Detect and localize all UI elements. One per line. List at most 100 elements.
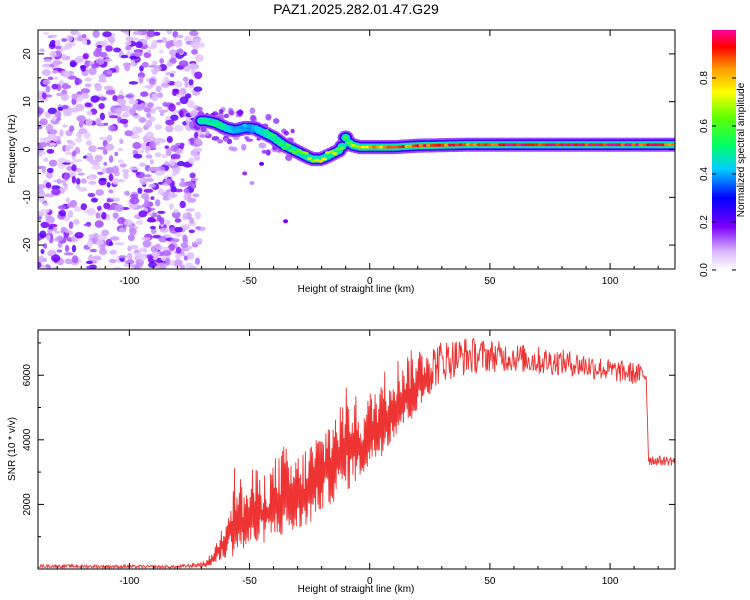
noise-blob	[38, 261, 42, 269]
colorbar-gradient	[712, 30, 736, 270]
noise-blob	[66, 35, 73, 42]
noise-blob	[50, 185, 61, 190]
noise-blob	[109, 249, 117, 255]
noise-blob	[171, 70, 177, 75]
noise-blob	[175, 246, 182, 254]
noise-blob	[76, 178, 81, 185]
ridge-halo	[199, 134, 207, 138]
noise-blob	[123, 190, 130, 196]
noise-blob	[86, 110, 93, 116]
spectrogram-xtick-label: 50	[484, 276, 496, 287]
noise-blob	[158, 109, 169, 113]
noise-blob	[88, 145, 97, 153]
noise-blob	[138, 210, 148, 218]
noise-blob	[157, 92, 164, 98]
noise-blob	[151, 251, 160, 257]
noise-blob	[182, 76, 189, 82]
noise-blob	[43, 202, 49, 207]
noise-blob	[112, 95, 118, 102]
spectrogram-ytick-label: 10	[22, 96, 33, 108]
noise-blob	[117, 147, 124, 152]
noise-blob	[80, 203, 88, 211]
noise-blob	[67, 146, 74, 149]
snr-ytick-label: 6000	[22, 364, 33, 387]
noise-blob	[80, 178, 87, 184]
noise-blob	[76, 115, 86, 122]
noise-blob	[124, 63, 131, 72]
noise-blob	[128, 99, 139, 105]
colorbar-tick-label: 0.0	[699, 263, 710, 277]
noise-blob	[135, 171, 141, 176]
noise-blob	[60, 180, 67, 184]
noise-blob	[169, 57, 177, 64]
noise-blob	[52, 69, 59, 74]
noise-blob	[174, 226, 183, 233]
ridge-halo	[235, 110, 244, 115]
noise-blob	[98, 177, 107, 181]
noise-blob	[169, 49, 178, 56]
noise-blob	[155, 243, 161, 250]
noise-blob	[166, 30, 173, 35]
noise-blob	[134, 265, 140, 269]
noise-blob	[51, 115, 56, 122]
snr-xtick-label: 100	[602, 576, 619, 587]
noise-blob	[62, 124, 68, 128]
noise-blob	[67, 202, 73, 208]
noise-blob	[136, 220, 144, 226]
noise-blob	[84, 77, 92, 82]
noise-blob	[44, 193, 55, 198]
noise-blob	[38, 184, 47, 190]
noise-blob	[44, 94, 53, 98]
noise-blob	[57, 205, 67, 210]
noise-blob	[49, 142, 57, 147]
noise-blob	[96, 44, 103, 48]
noise-blob	[166, 79, 171, 83]
noise-blob	[103, 202, 111, 210]
noise-blob	[97, 171, 104, 175]
noise-blob	[91, 197, 98, 203]
noise-blob	[161, 250, 172, 256]
noise-blob	[161, 154, 168, 158]
noise-blob	[43, 157, 49, 162]
spectrogram-xtick-label: -100	[119, 276, 139, 287]
noise-blob	[56, 178, 62, 185]
ridge-halo	[265, 113, 272, 121]
noise-blob	[108, 258, 117, 264]
noise-blob	[173, 124, 184, 132]
noise-blob	[147, 49, 152, 54]
noise-blob	[154, 199, 161, 207]
noise-blob	[95, 84, 102, 92]
noise-blob	[176, 101, 181, 106]
noise-blob	[111, 165, 120, 174]
noise-blob	[112, 212, 119, 219]
colorbar-tick-label: 0.2	[699, 215, 710, 229]
noise-blob	[144, 200, 149, 206]
spectrogram-ytick-label: -20	[22, 237, 33, 252]
noise-blob	[46, 148, 55, 154]
noise-blob	[46, 171, 53, 179]
noise-blob	[80, 88, 90, 94]
noise-blob	[180, 224, 191, 231]
noise-blob	[71, 164, 77, 172]
ridge-halo	[228, 146, 235, 151]
noise-blob	[179, 110, 184, 118]
ridge-mark	[278, 142, 284, 146]
noise-blob	[61, 46, 69, 51]
noise-blob	[52, 60, 63, 65]
noise-blob	[184, 81, 189, 88]
noise-blob	[175, 252, 181, 260]
noise-blob	[72, 150, 77, 157]
noise-blob	[175, 232, 182, 238]
noise-blob	[54, 230, 61, 234]
noise-blob	[168, 103, 176, 112]
noise-blob	[61, 104, 69, 110]
ridge-halo	[205, 130, 210, 136]
noise-blob	[194, 156, 200, 161]
noise-blob	[47, 35, 53, 39]
noise-blob	[69, 107, 79, 113]
spectrogram-ytick-label: 0	[22, 146, 33, 152]
noise-blob	[87, 240, 93, 248]
noise-blob	[107, 37, 116, 43]
noise-blob	[166, 136, 173, 143]
noise-blob	[134, 50, 142, 58]
